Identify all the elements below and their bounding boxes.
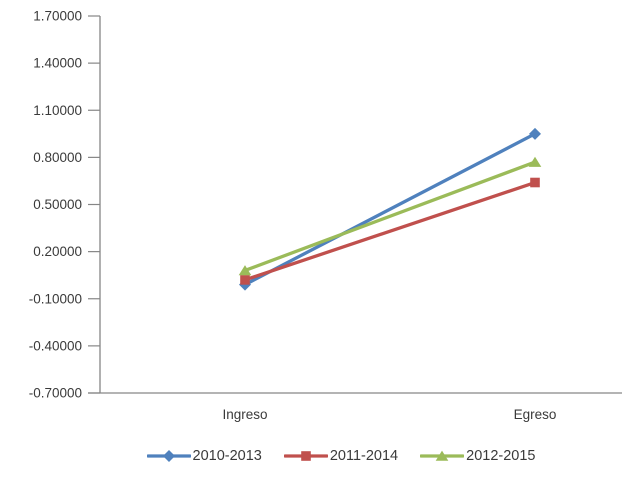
y-axis-tick-label: 0.80000 [33,150,82,165]
y-axis-tick-label: 1.10000 [33,103,82,118]
x-axis-category-label: Egreso [514,407,557,422]
legend-label: 2011-2014 [329,448,399,464]
triangle-marker [528,156,542,167]
series-line [243,180,537,282]
y-axis-tick-label: 0.50000 [33,197,82,212]
series-line [243,132,537,287]
legend-item-2012-2015: 2012-2015 [419,448,536,464]
y-axis-tick-label: -0.10000 [29,291,82,306]
y-axis-tick-label: -0.70000 [29,386,82,401]
legend-diamond-icon [145,449,192,463]
y-axis-tick-label: 1.70000 [33,9,82,24]
square-marker [530,177,540,188]
legend-item-2010-2013: 2010-2013 [145,448,262,464]
y-axis-tick-label: 1.40000 [33,56,82,71]
legend-square-icon [283,449,329,463]
legend: 2010-2013 2011-2014 2012-2015 [30,448,622,464]
chart-plot-area: 1.70000 1.40000 1.10000 0.80000 0.50000 0.200… [29,9,622,422]
square-marker [240,275,250,285]
y-axis-tick-label: -0.40000 [29,338,82,353]
legend-triangle-icon [419,449,465,463]
legend-item-2011-2014: 2011-2014 [283,448,399,464]
x-axis-labels: Ingreso Egreso [222,407,556,422]
series-2011-2014 [240,177,540,285]
legend-label: 2012-2015 [466,448,536,464]
series-2012-2015 [238,156,542,276]
y-axis-tick-label: 0.20000 [33,244,82,259]
x-axis-category-label: Ingreso [222,407,267,422]
diamond-marker [529,127,541,140]
series-line [243,160,537,273]
triangle-marker [238,265,252,276]
y-axis-ticks: 1.70000 1.40000 1.10000 0.80000 0.50000 0.200… [29,9,100,401]
legend-label: 2010-2013 [192,448,262,464]
